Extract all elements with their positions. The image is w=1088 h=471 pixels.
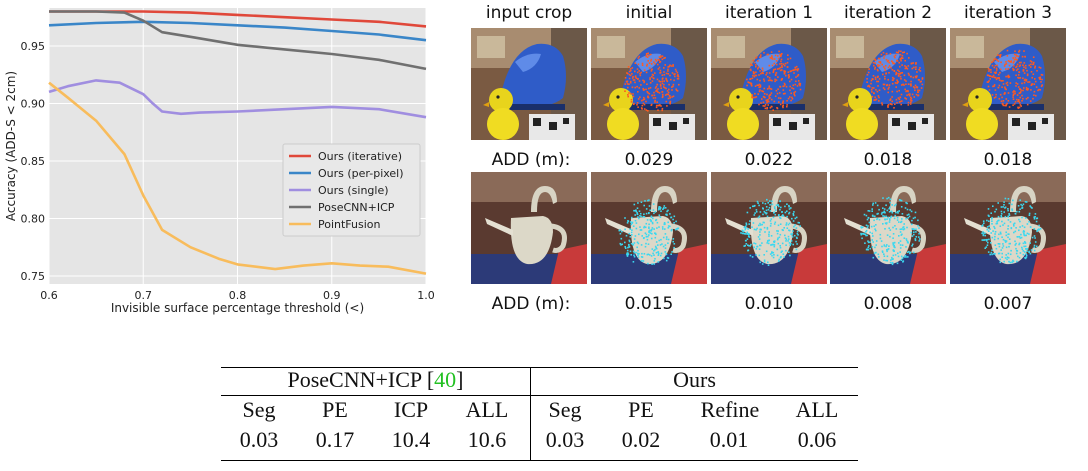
add-value: 0.015	[624, 294, 674, 314]
table-group-posecnn-icp: PoseCNN+ICP [40]	[221, 367, 530, 393]
y-tick-label: 0.80	[21, 212, 46, 225]
x-tick-label: 0.6	[40, 289, 58, 302]
y-axis-label: Accuracy (ADD-S < 2cm)	[4, 71, 18, 221]
citation-link[interactable]: 40	[434, 367, 457, 392]
input-crop-image	[471, 28, 587, 140]
pose-overlay-image	[711, 172, 827, 284]
table-value-cell: 0.06	[797, 427, 837, 452]
column-header-iteration-3: iteration 3	[963, 3, 1053, 23]
pose-overlay-image	[591, 172, 707, 284]
table-header-cell: ALL	[795, 397, 839, 422]
table-value-cell: 0.03	[239, 427, 279, 452]
series-line-2	[48, 79, 427, 119]
pose-overlay-image	[591, 28, 707, 140]
y-tick-label: 0.90	[21, 97, 46, 110]
table-value-cell: 0.17	[315, 427, 355, 452]
column-header-initial: initial	[625, 3, 673, 23]
table-header-cell: Seg	[242, 397, 276, 422]
pose-overlay-image	[950, 28, 1066, 140]
legend-entry: PointFusion	[318, 218, 381, 231]
table-value-cell: 0.03	[545, 427, 585, 452]
table-value-cell: 0.02	[621, 427, 661, 452]
add-value: 0.022	[744, 150, 794, 170]
x-tick-label: 0.8	[229, 289, 247, 302]
legend-box	[282, 143, 421, 237]
column-header-input-crop: input crop	[485, 3, 573, 23]
table-header-cell: Seg	[548, 397, 582, 422]
add-value: 0.018	[863, 150, 913, 170]
pose-overlay-image	[950, 172, 1066, 284]
column-header-iteration-1: iteration 1	[724, 3, 814, 23]
citation-bracket: [	[426, 367, 435, 392]
add-value: 0.010	[744, 294, 794, 314]
table-value-cell: 10.6	[467, 427, 507, 452]
table-group-ours: Ours	[673, 367, 716, 392]
table-top-rule	[221, 367, 858, 368]
pose-overlay-image	[830, 172, 946, 284]
table-value-cell: 0.01	[709, 427, 749, 452]
legend-entry: PoseCNN+ICP	[318, 201, 395, 214]
legend-entry: Ours (iterative)	[318, 150, 402, 163]
table-mid-rule	[221, 395, 858, 396]
table-header-cell: ICP	[393, 397, 429, 422]
pose-overlay-image	[711, 28, 827, 140]
iterative-refinement-figure: input crop initial iteration 1 iteration…	[470, 0, 1088, 318]
citation-bracket: ]	[456, 367, 464, 392]
input-crop-image	[471, 172, 587, 284]
series-line-4	[48, 81, 427, 275]
series-line-3	[49, 10, 427, 71]
y-tick-label: 0.75	[21, 270, 46, 283]
add-row-label: ADD (m):	[491, 294, 571, 314]
y-tick-label: 0.85	[21, 155, 46, 168]
table-header-cell: PE	[628, 397, 654, 422]
accuracy-line-chart: 0.6 0.7 0.8 0.9 1.0 0.75 0.80 0.85 0.90 0.95 Invis…	[4, 8, 435, 315]
add-value: 0.007	[983, 294, 1033, 314]
pose-overlay-image	[830, 28, 946, 140]
add-value: 0.029	[624, 150, 674, 170]
x-tick-label: 0.9	[323, 289, 341, 302]
legend-entry: Ours (per-pixel)	[318, 167, 404, 180]
legend-entry: Ours (single)	[318, 184, 389, 197]
table-bottom-rule	[221, 460, 858, 461]
group-name: PoseCNN+ICP	[287, 367, 422, 392]
table-header-cell: Refine	[700, 397, 760, 422]
y-tick-label: 0.95	[21, 40, 46, 53]
column-header-iteration-2: iteration 2	[843, 3, 933, 23]
table-column-divider	[530, 367, 531, 461]
x-axis-label: Invisible surface percentage threshold (…	[111, 301, 364, 315]
add-value: 0.008	[863, 294, 913, 314]
add-value: 0.018	[983, 150, 1033, 170]
x-tick-label: 0.7	[135, 289, 153, 302]
x-tick-label: 1.0	[417, 289, 435, 302]
table-header-cell: PE	[322, 397, 348, 422]
table-header-cell: ALL	[465, 397, 509, 422]
series-line-1	[48, 20, 427, 42]
table-value-cell: 10.4	[391, 427, 431, 452]
add-row-label: ADD (m):	[491, 150, 571, 170]
